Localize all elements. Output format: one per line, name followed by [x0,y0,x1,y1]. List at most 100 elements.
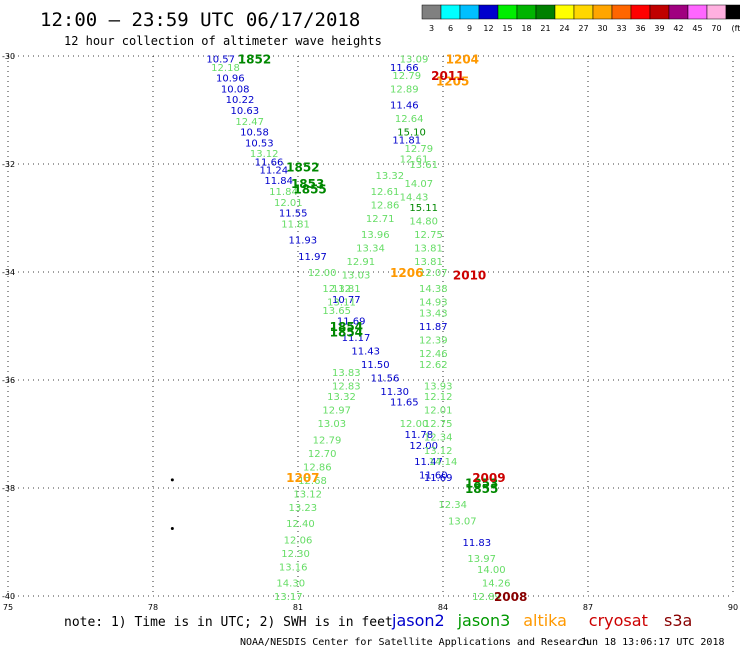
axis-tick-labels: -30 -32 -34 -36 -38 -40 75 78 81 84 87 90 [2,52,738,612]
pass-time-label: 1206 [390,266,423,280]
pass-time-label: 1204 [446,53,479,67]
wave-height-label: 10.08 [221,84,250,95]
wave-height-label: 11.56 [371,373,400,384]
wave-height-label: 15.10 [397,128,426,139]
wave-height-label: 11.50 [361,360,390,371]
wave-height-label: 11.66 [390,63,419,74]
chart-grid [7,55,734,597]
wave-height-label: 13.17 [274,592,303,603]
wave-height-label: 12.39 [419,336,448,347]
wave-height-label: 12.61 [400,155,429,166]
scale-label: 3 [429,24,434,33]
legend-item: jason2 [391,611,445,630]
scale-swatch [630,4,651,20]
wave-height-label: 12.86 [303,462,332,473]
wave-height-label: 12.61 [371,187,400,198]
wave-height-label: 13.12 [293,489,322,500]
scale-swatch [421,4,442,20]
wave-height-label: 12.34 [438,500,467,511]
legend-item: jason3 [457,611,511,630]
pass-time-label: 1855 [465,482,498,496]
markers [170,478,174,530]
x-tick-label: 87 [583,603,593,612]
scale-label: 12 [483,24,493,33]
wave-height-label: 12.71 [366,214,395,225]
time-labels: 1852185218531855185418541853185512041205… [238,53,528,604]
x-tick-label: 75 [3,603,13,612]
scale-label: 6 [448,24,453,33]
scale-swatch [706,4,727,20]
scale-label: 36 [635,24,645,33]
wave-height-label: 14.07 [405,179,434,190]
wave-height-label: 15.11 [409,203,438,214]
wave-height-label: 12.30 [281,549,310,560]
wave-height-label: 14.14 [429,457,458,468]
x-tick-label: 81 [293,603,303,612]
y-tick-label: -38 [2,484,15,493]
wave-height-label: 12.47 [235,117,264,128]
legend-item: cryosat [589,611,648,630]
wave-height-label: 12.79 [405,144,434,155]
wave-height-label: 12.75 [414,230,443,241]
scale-label: 45 [692,24,702,33]
wave-height-label: 12.86 [371,201,400,212]
wave-height-label: 12.70 [308,449,337,460]
wave-height-label: 14.93 [419,298,448,309]
wave-height-label: 12.12 [322,284,351,295]
wave-height-label: 12.00 [308,268,337,279]
wave-height-label: 12.40 [286,519,315,530]
wave-height-label: 12.89 [472,592,501,603]
wave-height-label: 13.34 [356,244,385,255]
wave-height-label: 11.60 [419,471,448,482]
wave-height-label: 11.78 [405,430,434,441]
wave-height-label: 13.81 [414,244,443,255]
wave-height-label: 13.43 [419,309,448,320]
pass-time-label: 1853 [291,177,324,191]
legend-item: s3a [664,611,692,630]
pass-time-label: 1207 [286,471,319,485]
wave-height-label: 12.68 [298,476,327,487]
scale-label: 9 [467,24,472,33]
wave-height-label: 11.17 [342,333,371,344]
wave-height-label: 11.97 [298,252,327,263]
wave-height-label: 11.83 [463,538,492,549]
scale-swatch [725,4,740,20]
wave-height-label: 13.12 [250,149,279,160]
wave-height-label: 11.47 [414,457,443,468]
wave-height-label: 12.01 [274,198,303,209]
wave-height-label: 12.06 [284,535,313,546]
x-tick-label: 84 [438,603,448,612]
wave-height-label: 12.34 [424,433,453,444]
y-tick-label: -34 [2,268,15,277]
wave-height-label: 13.11 [327,298,356,309]
wave-height-label: 11.65 [390,398,419,409]
footer-credit: NOAA/NESDIS Center for Satellite Applica… [240,637,589,648]
wave-height-label: 12.00 [400,419,429,430]
wave-height-label: 13.65 [322,306,351,317]
scale-label: 21 [540,24,550,33]
footer-timestamp: Jun 18 13:06:17 UTC 2018 [580,637,725,648]
wave-height-label: 12.75 [424,419,453,430]
wave-height-label: 11.69 [424,473,453,484]
wave-height-label: 11.66 [255,157,284,168]
wave-height-label: 11.84 [264,176,293,187]
scale-swatch [459,4,480,20]
x-tick-label: 90 [728,603,738,612]
scale-label: 27 [578,24,588,33]
wave-height-label: 13.61 [409,160,438,171]
wave-height-label: 12.91 [347,257,376,268]
wave-height-label: 10.22 [226,95,255,106]
y-tick-label: -36 [2,376,15,385]
wave-height-label: 11.24 [260,165,289,176]
wave-height-label: 13.09 [400,55,429,66]
wave-height-label: 13.07 [448,516,477,527]
wave-height-label: 12.79 [392,71,421,82]
wave-height-label: 14.26 [482,579,511,590]
island-marker [170,478,174,482]
pass-time-label: 1853 [465,477,498,491]
wave-height-label: 14.30 [276,579,305,590]
pass-time-label: 1205 [436,74,469,88]
wave-height-label: 11.87 [419,322,448,333]
wave-height-label: 12.79 [313,435,342,446]
wave-height-label: 10.57 [206,55,235,66]
